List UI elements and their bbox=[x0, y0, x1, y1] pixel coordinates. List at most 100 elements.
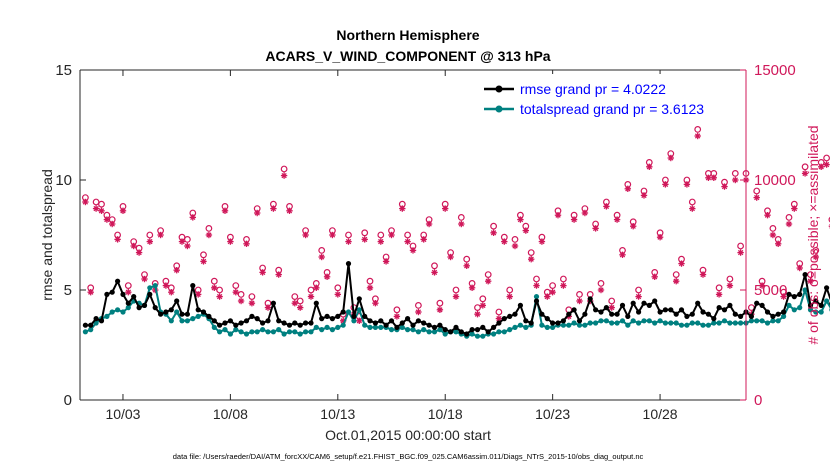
rmse-point bbox=[689, 311, 695, 317]
obs-assimilated-marker bbox=[613, 216, 621, 223]
totalspread-point bbox=[88, 327, 94, 333]
axes bbox=[79, 69, 747, 401]
rmse-point bbox=[356, 296, 362, 302]
obs-assimilated-stroke bbox=[388, 232, 395, 238]
obs-assimilated-stroke bbox=[754, 194, 760, 201]
obs-assimilated-marker bbox=[549, 289, 556, 296]
obs-possible-marker bbox=[490, 222, 498, 230]
totalspread-point bbox=[630, 318, 636, 324]
obs-assimilated-stroke bbox=[802, 170, 808, 177]
rmse-point bbox=[174, 298, 180, 304]
rmse-point bbox=[297, 322, 303, 328]
totalspread-point bbox=[195, 313, 201, 319]
totalspread-point bbox=[168, 318, 174, 324]
obs-assimilated-stroke bbox=[625, 186, 631, 192]
totalspread-point bbox=[233, 327, 239, 333]
obs-assimilated-marker bbox=[404, 238, 411, 245]
obs-assimilated-stroke bbox=[415, 309, 422, 315]
obs-assimilated-stroke bbox=[533, 282, 540, 289]
rmse-point bbox=[179, 311, 185, 317]
obs-assimilated-stroke bbox=[292, 300, 298, 306]
rmse-point bbox=[104, 291, 110, 297]
rmse-point bbox=[335, 313, 341, 319]
obs-assimilated-stroke bbox=[684, 181, 690, 188]
obs-assimilated-stroke bbox=[807, 278, 814, 284]
rmse-point bbox=[550, 320, 556, 326]
obs-assimilated-marker bbox=[732, 176, 739, 184]
obs-assimilated-marker bbox=[656, 234, 664, 241]
rmse-point bbox=[603, 305, 610, 311]
obs-assimilated-stroke bbox=[394, 313, 400, 320]
obs-assimilated-stroke bbox=[82, 199, 89, 205]
rmse-point bbox=[265, 318, 271, 324]
obs-assimilated-stroke bbox=[571, 216, 577, 223]
obs-possible-marker bbox=[828, 216, 830, 223]
totalspread-point bbox=[211, 324, 217, 330]
obs-assimilated-marker bbox=[345, 238, 352, 245]
series-lines bbox=[82, 261, 830, 339]
rmse-point bbox=[410, 322, 416, 328]
obs-possible-marker bbox=[452, 286, 460, 294]
obs-assimilated-marker bbox=[431, 269, 438, 276]
obs-possible-marker bbox=[98, 200, 105, 208]
obs-possible-marker bbox=[280, 165, 288, 173]
y-axis-left-label: rmse and totalspread bbox=[39, 169, 55, 301]
rmse-point bbox=[442, 327, 448, 333]
obs-assimilated-marker bbox=[168, 289, 175, 296]
obs-assimilated-stroke bbox=[791, 205, 798, 212]
totalspread-point bbox=[775, 318, 781, 324]
rmse-point bbox=[388, 318, 395, 324]
obs-assimilated-stroke bbox=[523, 227, 529, 234]
rmse-point bbox=[426, 322, 432, 328]
rmse-point bbox=[636, 309, 642, 315]
obs-assimilated-stroke bbox=[190, 214, 196, 221]
obs-assimilated-marker bbox=[178, 238, 186, 245]
rmse-point bbox=[217, 322, 223, 328]
rmse-point bbox=[313, 300, 319, 306]
obs-assimilated-marker bbox=[237, 297, 245, 305]
obs-assimilated-marker bbox=[485, 278, 492, 285]
totalspread-point bbox=[324, 324, 330, 330]
obs-assimilated-marker bbox=[528, 256, 535, 263]
rmse-point bbox=[555, 320, 561, 326]
rmse-point bbox=[399, 320, 405, 326]
rmse-point bbox=[303, 320, 309, 326]
obs-assimilated-stroke bbox=[147, 238, 153, 245]
obs-assimilated-marker bbox=[275, 271, 282, 278]
rmse-point bbox=[807, 302, 814, 308]
rmse-point bbox=[200, 309, 207, 315]
rmse-point bbox=[474, 327, 481, 333]
totalspread-point bbox=[678, 322, 685, 328]
rmse-line bbox=[85, 262, 830, 335]
totalspread-point bbox=[544, 324, 550, 330]
obs-assimilated-stroke bbox=[168, 289, 174, 295]
totalspread-point bbox=[609, 320, 615, 326]
obs-assimilated-marker bbox=[791, 205, 798, 212]
obs-possible-marker bbox=[366, 277, 374, 285]
totalspread-point bbox=[770, 318, 776, 324]
totalspread-point bbox=[727, 320, 733, 326]
obs-assimilated-marker bbox=[356, 317, 363, 324]
rmse-point bbox=[539, 311, 545, 317]
rmse-point bbox=[88, 322, 94, 328]
rmse-point bbox=[705, 311, 712, 317]
obs-possible-marker bbox=[404, 231, 412, 239]
obs-assimilated-marker bbox=[624, 185, 631, 192]
obs-assimilated-stroke bbox=[442, 205, 448, 212]
rmse-point bbox=[238, 320, 244, 326]
y-right-tick-label: 5000 bbox=[754, 282, 787, 299]
obs-assimilated-marker bbox=[667, 154, 674, 162]
rmse-point bbox=[818, 302, 824, 308]
totalspread-point bbox=[442, 331, 448, 337]
totalspread-point bbox=[104, 313, 110, 319]
obs-assimilated-stroke bbox=[329, 232, 336, 238]
obs-assimilated-marker bbox=[173, 267, 180, 274]
totalspread-point bbox=[754, 318, 760, 324]
obs-assimilated-marker bbox=[630, 223, 637, 230]
totalspread-point bbox=[351, 318, 357, 324]
obs-possible-marker bbox=[146, 231, 154, 239]
obs-possible-marker bbox=[216, 286, 224, 294]
obs-possible-marker bbox=[361, 229, 369, 237]
obs-assimilated-marker bbox=[162, 282, 170, 289]
obs-assimilated-stroke bbox=[506, 293, 513, 300]
